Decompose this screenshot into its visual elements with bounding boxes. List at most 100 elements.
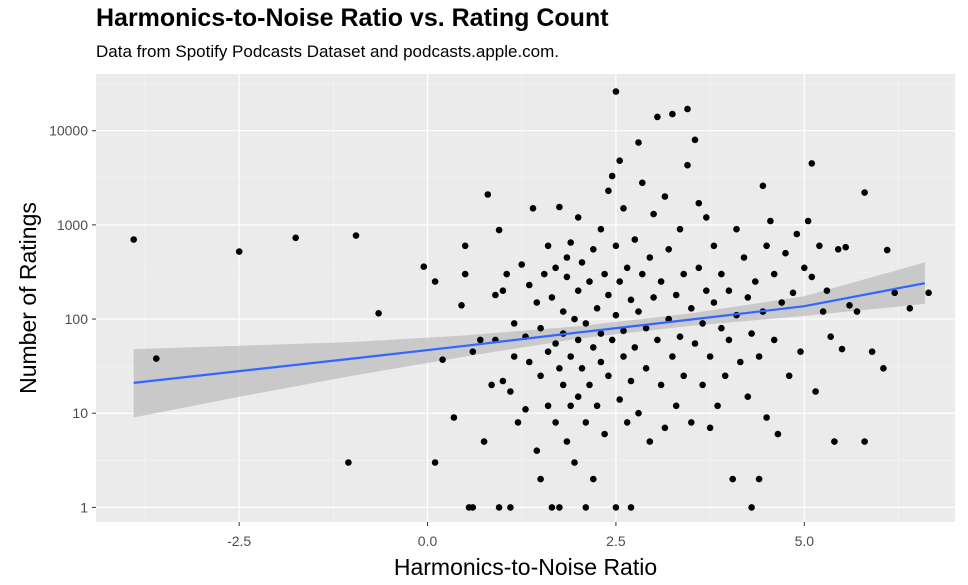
data-point: [763, 242, 770, 250]
data-point: [691, 340, 699, 347]
data-point: [518, 261, 525, 268]
data-point: [650, 210, 657, 218]
data-point: [571, 459, 578, 466]
data-point: [699, 320, 706, 327]
data-point: [774, 430, 782, 438]
data-point: [744, 393, 752, 401]
data-point: [492, 291, 499, 299]
y-tick-label: 1: [80, 499, 88, 515]
confidence-band: [133, 262, 925, 418]
data-point: [552, 340, 559, 347]
data-point: [574, 214, 582, 221]
data-point: [842, 243, 849, 251]
data-point: [688, 305, 695, 312]
data-point: [691, 136, 699, 144]
data-point: [706, 424, 714, 432]
data-point: [635, 139, 642, 146]
data-point: [706, 353, 714, 360]
x-axis-label: Harmonics-to-Noise Ratio: [394, 554, 657, 580]
data-point: [752, 278, 759, 285]
data-point: [733, 225, 740, 233]
data-point: [861, 189, 868, 196]
data-point: [420, 263, 428, 271]
data-point: [778, 299, 785, 306]
data-point: [507, 504, 514, 511]
data-point: [665, 315, 672, 323]
y-axis-label: Number of Ratings: [15, 202, 41, 394]
data-point: [548, 504, 556, 511]
data-point: [623, 264, 631, 272]
data-point: [559, 308, 567, 315]
data-point: [616, 157, 623, 164]
data-point: [699, 381, 706, 389]
data-point: [721, 372, 729, 380]
confidence-band-layer: [133, 262, 925, 418]
data-point: [590, 246, 597, 253]
data-point: [925, 289, 932, 297]
data-point: [612, 311, 620, 319]
data-point: [593, 402, 601, 410]
data-point: [801, 264, 808, 272]
x-tick-label: 5.0: [795, 533, 815, 549]
data-point: [676, 225, 684, 233]
data-point: [669, 353, 676, 360]
data-point: [710, 242, 718, 250]
data-point: [567, 239, 574, 246]
data-point: [461, 270, 469, 278]
data-point: [578, 259, 586, 266]
data-point: [672, 291, 680, 299]
data-point: [153, 355, 160, 362]
data-point: [533, 447, 541, 455]
data-point: [620, 353, 627, 360]
data-point: [499, 377, 507, 385]
data-point: [488, 381, 495, 389]
data-point: [642, 365, 650, 372]
data-point: [834, 246, 842, 253]
data-point: [639, 270, 646, 278]
data-point: [537, 372, 544, 380]
data-point: [654, 336, 661, 344]
data-point: [480, 438, 488, 445]
data-point: [748, 330, 755, 337]
data-point: [695, 264, 703, 272]
data-point: [292, 234, 300, 242]
x-tick-label: -2.5: [227, 533, 251, 549]
data-point: [533, 299, 541, 306]
data-point: [526, 358, 533, 366]
data-point: [556, 504, 563, 511]
data-point: [605, 291, 612, 299]
data-point: [623, 419, 631, 426]
data-point: [612, 242, 620, 250]
y-tick-label: 10: [72, 405, 88, 421]
y-tick-label: 10000: [49, 123, 88, 139]
data-point: [597, 330, 605, 337]
data-point: [450, 414, 458, 421]
data-point: [725, 336, 733, 344]
data-point: [537, 324, 544, 332]
data-point: [680, 372, 687, 380]
chart-subtitle: Data from Spotify Podcasts Dataset and p…: [96, 42, 560, 61]
data-point: [601, 270, 608, 278]
data-point: [567, 353, 574, 360]
data-point: [439, 356, 446, 364]
data-point: [616, 396, 623, 403]
data-point: [804, 217, 812, 225]
data-point: [574, 393, 582, 401]
data-point: [612, 88, 620, 95]
data-point: [831, 438, 838, 445]
data-point: [469, 348, 477, 356]
data-point: [785, 372, 793, 380]
data-point: [375, 310, 382, 317]
data-point: [676, 333, 684, 341]
trend-line: [133, 282, 926, 384]
data-point: [661, 193, 669, 200]
data-point: [593, 305, 601, 312]
data-point: [563, 254, 571, 261]
data-point: [669, 110, 676, 118]
data-point: [507, 388, 514, 395]
data-point: [544, 402, 552, 410]
data-point: [548, 294, 556, 301]
data-point: [627, 296, 635, 304]
data-point: [868, 348, 876, 356]
